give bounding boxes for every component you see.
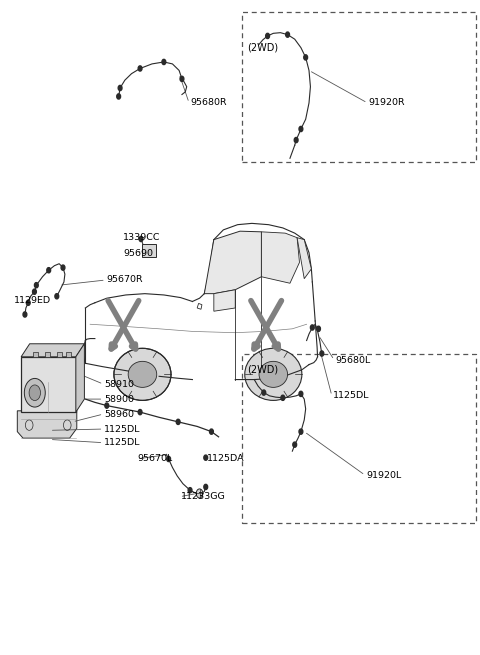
Text: 58900: 58900 — [104, 394, 134, 403]
Circle shape — [47, 268, 50, 273]
Text: 58960: 58960 — [104, 409, 134, 419]
Text: 95670L: 95670L — [138, 455, 173, 464]
Ellipse shape — [128, 362, 157, 387]
Circle shape — [117, 94, 120, 99]
Text: 95670R: 95670R — [107, 276, 144, 284]
Circle shape — [188, 487, 192, 493]
Text: 91920L: 91920L — [366, 471, 401, 479]
Text: (2WD): (2WD) — [247, 365, 278, 375]
Circle shape — [299, 429, 303, 434]
Bar — [242, 12, 476, 162]
Bar — [143, 244, 156, 257]
Circle shape — [61, 265, 65, 271]
Text: 1125DL: 1125DL — [104, 438, 141, 447]
Circle shape — [286, 32, 289, 37]
Polygon shape — [262, 232, 300, 283]
Polygon shape — [297, 238, 312, 278]
Circle shape — [262, 390, 266, 395]
Ellipse shape — [245, 348, 302, 400]
Polygon shape — [21, 344, 84, 357]
Circle shape — [304, 55, 308, 60]
Circle shape — [317, 326, 321, 331]
Polygon shape — [214, 290, 235, 311]
Circle shape — [138, 66, 142, 71]
Text: 1125DL: 1125DL — [333, 391, 369, 400]
Circle shape — [204, 484, 208, 489]
Text: 95680R: 95680R — [190, 98, 227, 107]
Text: 91920R: 91920R — [369, 98, 405, 107]
Circle shape — [311, 325, 314, 330]
Text: 58910: 58910 — [104, 380, 134, 388]
Text: 1339CC: 1339CC — [123, 233, 161, 242]
Circle shape — [33, 289, 36, 294]
Circle shape — [299, 391, 303, 396]
Text: 95680L: 95680L — [335, 356, 371, 365]
Circle shape — [55, 293, 59, 299]
Circle shape — [299, 126, 303, 132]
Text: 1129ED: 1129ED — [14, 296, 51, 305]
Circle shape — [281, 395, 285, 400]
Circle shape — [204, 455, 208, 460]
Text: 95690: 95690 — [123, 249, 154, 258]
Circle shape — [266, 33, 269, 39]
Bar — [57, 352, 61, 357]
Bar — [66, 352, 71, 357]
Circle shape — [139, 236, 143, 242]
Circle shape — [210, 429, 213, 434]
Circle shape — [118, 85, 122, 90]
Circle shape — [162, 60, 166, 65]
Text: (2WD): (2WD) — [247, 43, 278, 52]
Circle shape — [35, 282, 38, 288]
Bar — [45, 352, 49, 357]
Circle shape — [167, 457, 170, 462]
Circle shape — [105, 403, 108, 408]
Bar — [21, 357, 76, 412]
Circle shape — [176, 419, 180, 424]
Circle shape — [180, 76, 184, 81]
Ellipse shape — [114, 348, 171, 400]
Circle shape — [26, 300, 30, 305]
Text: 1125DL: 1125DL — [104, 424, 141, 434]
Bar — [33, 352, 38, 357]
Bar — [242, 354, 476, 523]
Polygon shape — [76, 344, 84, 412]
Circle shape — [293, 442, 297, 447]
Circle shape — [294, 138, 298, 143]
Circle shape — [320, 351, 324, 356]
Circle shape — [24, 379, 45, 407]
Circle shape — [196, 489, 203, 498]
Circle shape — [138, 409, 142, 415]
Circle shape — [29, 385, 40, 401]
Circle shape — [23, 312, 27, 317]
Polygon shape — [17, 411, 77, 438]
Text: 1125DA: 1125DA — [207, 455, 244, 464]
Ellipse shape — [259, 362, 288, 387]
Text: 11233GG: 11233GG — [180, 492, 225, 501]
Polygon shape — [204, 231, 262, 293]
